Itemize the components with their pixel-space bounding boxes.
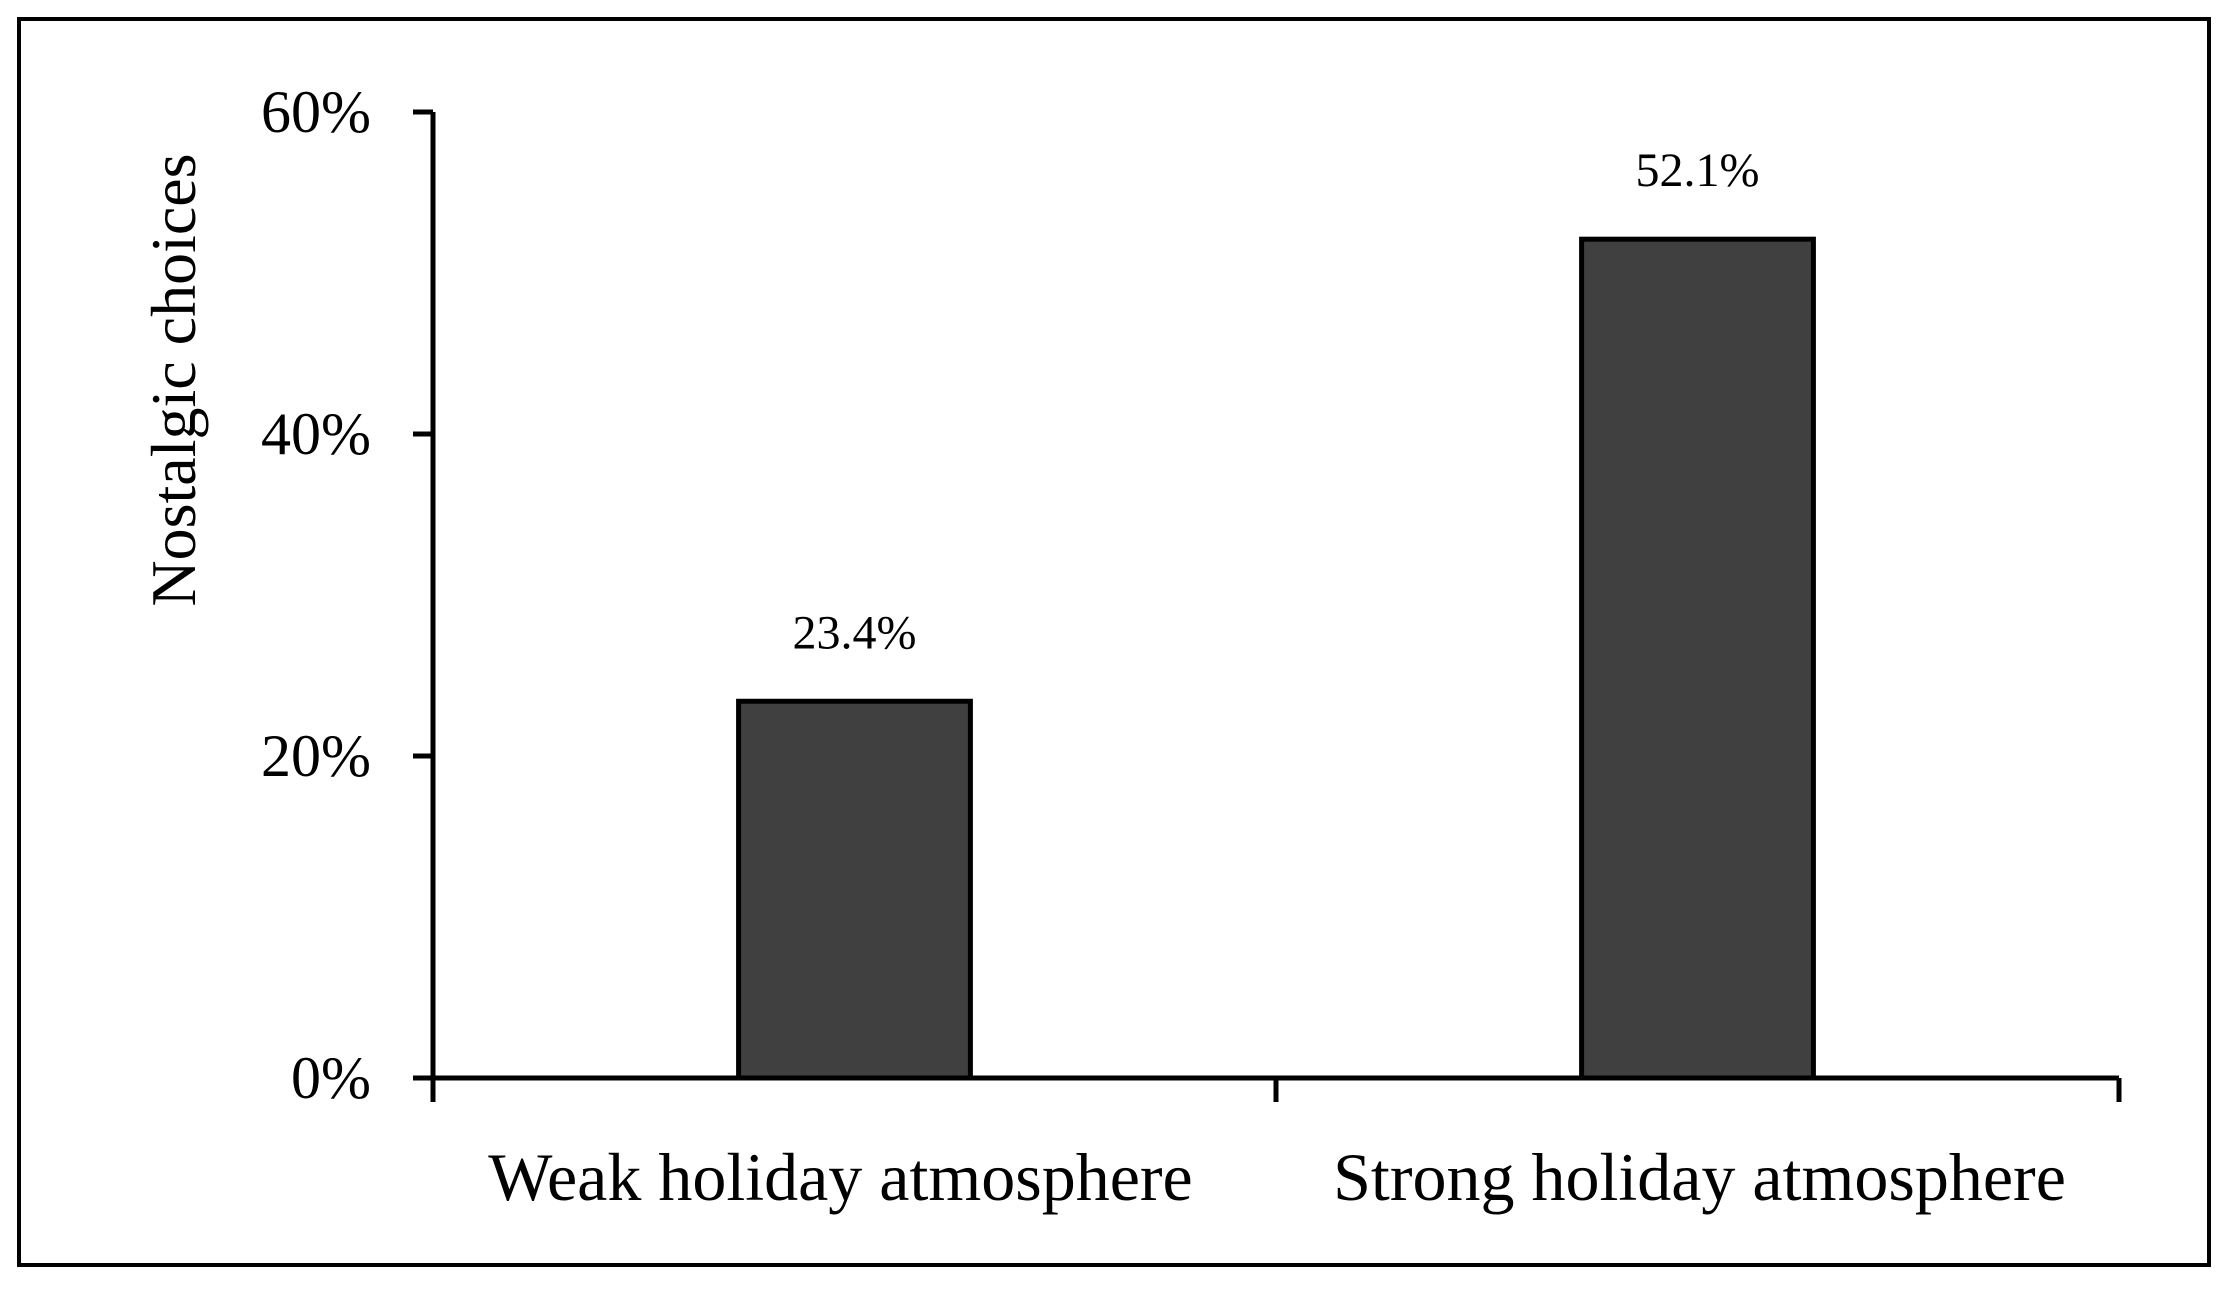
x-category-label: Strong holiday atmosphere — [1333, 1139, 2066, 1215]
labels-layer: Nostalgic choices 0% 20% 40% 60% 23.4% Weak h… — [138, 79, 2066, 1215]
y-tick-label: 20% — [261, 723, 371, 789]
axes-layer — [413, 112, 2119, 1081]
chart-frame — [17, 17, 2211, 1267]
ticks-layer — [413, 109, 2122, 1102]
y-tick-label: 40% — [261, 401, 371, 467]
bar-data-label: 23.4% — [793, 606, 917, 659]
y-axis-title: Nostalgic choices — [138, 153, 209, 606]
bar — [1579, 236, 1816, 1081]
bars-layer — [736, 236, 1816, 1081]
bar — [736, 698, 973, 1081]
y-tick-label: 60% — [261, 79, 371, 145]
y-tick-label: 0% — [291, 1045, 371, 1111]
x-category-label: Weak holiday atmosphere — [488, 1139, 1193, 1215]
bar-data-label: 52.1% — [1636, 144, 1760, 197]
